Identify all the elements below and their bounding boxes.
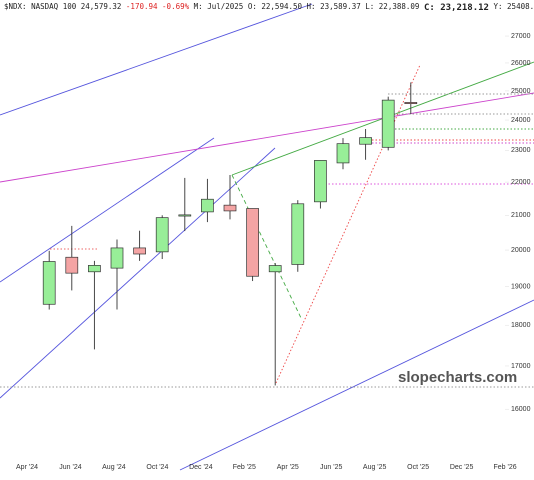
trend-line — [0, 147, 276, 399]
symbol: $NDX: NASDAQ 100 — [4, 2, 77, 11]
open: O: 22,594.50 — [248, 2, 303, 11]
x-tick-label: Oct '24 — [146, 464, 168, 471]
header: $NDX: NASDAQ 100 24,579.32 -170.94 -0.69… — [4, 2, 534, 13]
trend-line — [275, 64, 421, 384]
y-tick-label: 25000 — [511, 88, 531, 95]
candle-body — [155, 217, 169, 253]
y-tick-label: 23000 — [511, 147, 531, 154]
x-tick-label: Oct '25 — [407, 464, 429, 471]
y-tick-label: 21000 — [511, 212, 531, 219]
x-tick-label: Dec '24 — [189, 464, 213, 471]
y-tick-label: 16000 — [511, 406, 531, 413]
x-tick-label: Aug '24 — [102, 464, 126, 471]
y-tick-label: 17000 — [511, 363, 531, 370]
x-tick-label: Feb '25 — [233, 464, 256, 471]
y-tick-label: 18000 — [511, 322, 531, 329]
y-tick-label: 26000 — [511, 60, 531, 67]
period: M: Jul/2025 — [194, 2, 244, 11]
x-tick-label: Jun '24 — [59, 464, 81, 471]
y-tick-label: 22000 — [511, 179, 531, 186]
candle-body — [336, 143, 350, 164]
candle-body — [133, 247, 146, 255]
last: 24,579.32 — [81, 2, 122, 11]
low: L: 22,388.09 — [365, 2, 419, 11]
trend-line — [179, 299, 534, 471]
trend-line — [0, 92, 534, 183]
candle-body — [42, 261, 56, 305]
candle-body — [291, 203, 305, 265]
change-pct: -0.69% — [162, 2, 190, 11]
close: C: 23,218.12 — [424, 3, 489, 13]
candle-body — [223, 204, 237, 212]
candle-body — [110, 247, 124, 269]
candle-body — [178, 214, 192, 217]
trend-line — [231, 174, 303, 321]
x-tick-label: Dec '25 — [450, 464, 474, 471]
y-tick-label: 20000 — [511, 247, 531, 254]
y-tick-label: 27000 — [511, 33, 531, 40]
high: H: 23,589.37 — [307, 2, 361, 11]
candle-body — [268, 265, 282, 273]
x-tick-label: Apr '24 — [16, 464, 38, 471]
y-tick-label: 19000 — [511, 283, 531, 290]
x-tick-label: Feb '26 — [493, 464, 516, 471]
y-tick-label: 24000 — [511, 117, 531, 124]
trend-line — [0, 3, 313, 116]
candle-body — [404, 102, 418, 104]
change: -170.94 — [126, 2, 158, 11]
watermark: slopecharts.com — [398, 369, 517, 386]
extra: Y: 25408.44 — [494, 2, 534, 11]
candle-body — [359, 137, 372, 145]
x-tick-label: Apr '25 — [277, 464, 299, 471]
candle-body — [201, 198, 214, 213]
candle-body — [314, 160, 327, 203]
trend-line — [0, 137, 215, 283]
x-tick-label: Aug '25 — [363, 464, 387, 471]
candle-body — [381, 99, 395, 148]
candle-body — [88, 265, 101, 273]
x-tick-label: Jun '25 — [320, 464, 342, 471]
candle-body — [246, 208, 259, 277]
candle-body — [65, 256, 79, 274]
annotations — [0, 3, 534, 471]
